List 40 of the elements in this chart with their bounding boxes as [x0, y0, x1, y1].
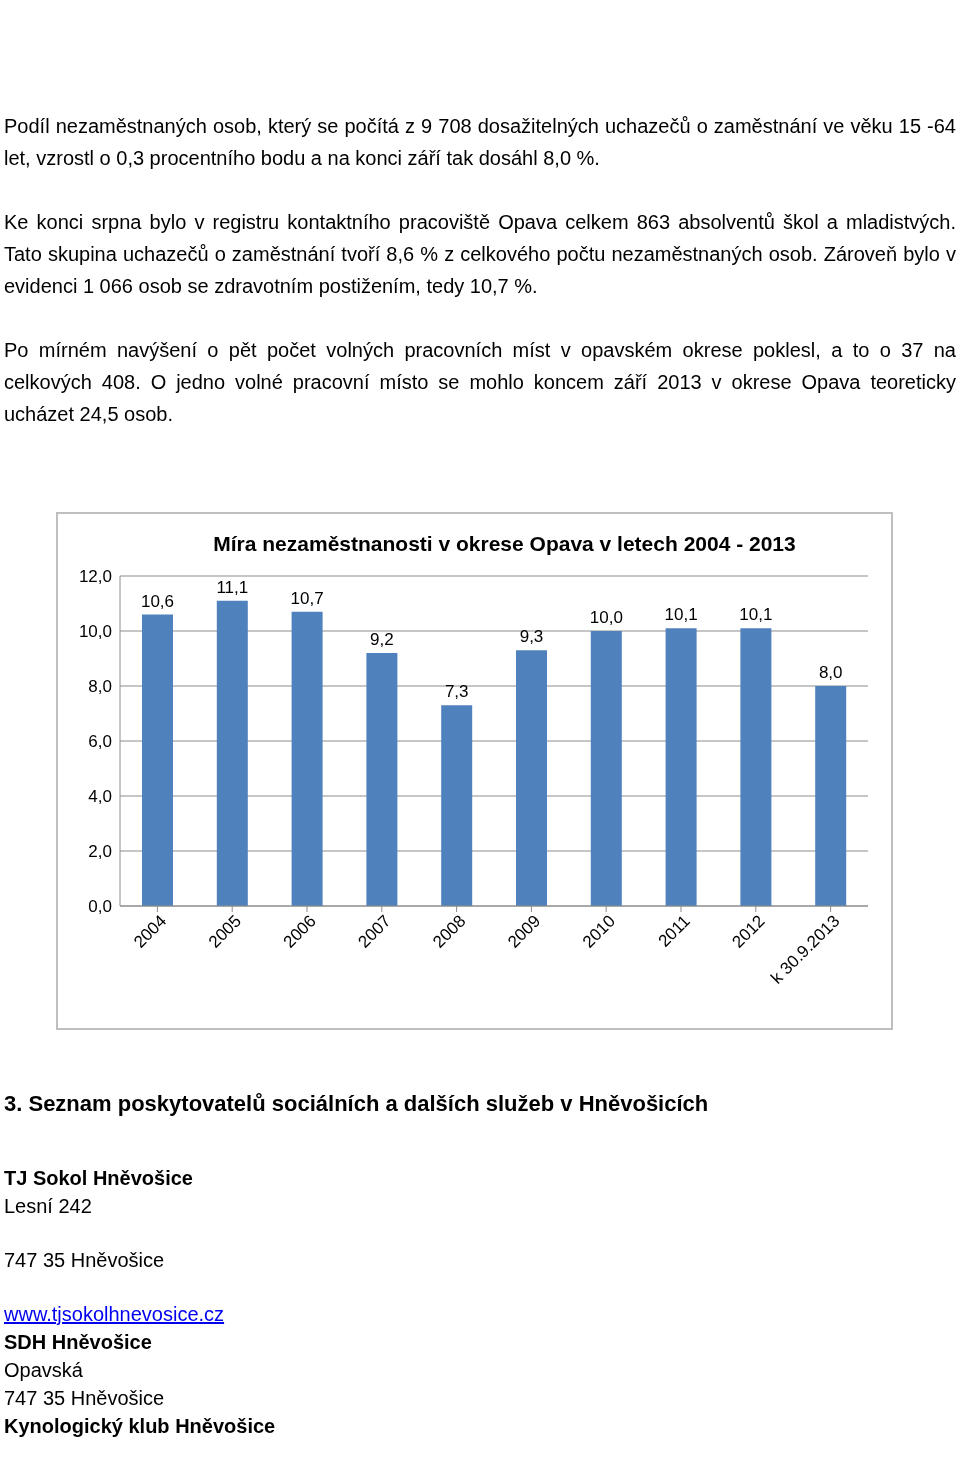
bar — [516, 650, 547, 906]
text: Kynologický klub Hněvošice — [4, 1414, 277, 1439]
data-label: 10,1 — [664, 605, 698, 625]
data-label: 11,1 — [216, 577, 249, 597]
data-label: 10,1 — [739, 605, 773, 625]
data-label: 10,0 — [589, 608, 623, 627]
y-tick-label: 8,0 — [88, 677, 112, 697]
text: SDH Hněvošice — [4, 1330, 153, 1355]
data-label: 8,0 — [818, 663, 843, 682]
text: www.tjsokolhnevosice.cz — [4, 1302, 226, 1327]
text: 3. Seznam poskytovatelů sociálních a dalších služeb v Hněvošicích — [4, 1090, 710, 1118]
y-tick-label: 10,0 — [78, 622, 112, 642]
text: Opavská — [4, 1358, 84, 1383]
data-label: 9,2 — [370, 630, 394, 649]
bar — [441, 705, 473, 906]
bar — [142, 614, 173, 906]
text: TJ Sokol Hněvošice — [4, 1166, 194, 1191]
bar — [665, 628, 697, 906]
text: Ke konci srpna bylo v registru kontaktního pracoviště Opava celkem 863 absolventů škol a mladistvých. Tato skupina uchazečů o zaměstnání tvoří 8,6 % z celkového počtu nezaměstnaných osob. Zároveň bylo v evidenci 1 066 osob se zdravotním postižením, tedy 10,7 %. — [4, 210, 956, 299]
data-label: 10,7 — [290, 588, 324, 608]
text: Podíl nezaměstnaných osob, který se počítá z 9 708 dosažitelných uchazečů o zaměstnání ve věku 15 -64 let, vzrostl o 0,3 procentního bodu a na konci září tak dosáhl 8,0 %. — [4, 114, 956, 171]
y-tick-label: 4,0 — [88, 787, 112, 807]
text: Lesní 242 — [4, 1194, 93, 1219]
data-label: 10,6 — [140, 591, 175, 611]
text: 747 35 Hněvošice — [4, 1248, 166, 1273]
text: Po mírném navýšení o pět počet volných pracovních míst v opavském okrese poklesl, a to o 37 na celkových 408. O jedno volné pracovní místo se mohlo koncem září 2013 v okrese Opava teoreticky ucházet 24,5 osob. — [4, 338, 956, 427]
y-tick-label: 0,0 — [88, 897, 112, 917]
y-tick-label: 12,0 — [78, 567, 112, 587]
bar — [590, 631, 622, 906]
data-label: 9,3 — [519, 627, 544, 647]
bar — [291, 611, 323, 906]
bar — [366, 653, 398, 906]
bar — [740, 628, 772, 906]
y-tick-label: 2,0 — [88, 842, 112, 862]
text: 747 35 Hněvošice — [4, 1386, 166, 1411]
data-label: 7,3 — [444, 682, 469, 702]
chart-title: Míra nezaměstnanosti v okrese Opava v letech 2004 - 2013 — [212, 531, 797, 556]
bar — [815, 686, 847, 906]
y-tick-label: 6,0 — [88, 732, 112, 752]
bar — [216, 600, 248, 906]
